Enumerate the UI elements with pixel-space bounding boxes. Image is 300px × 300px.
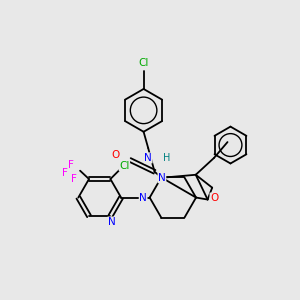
Text: Cl: Cl: [138, 58, 149, 68]
Text: N: N: [144, 153, 152, 163]
Text: N: N: [108, 217, 116, 227]
Text: F: F: [68, 160, 74, 170]
Text: H: H: [163, 153, 170, 163]
Text: O: O: [210, 193, 218, 203]
Text: N: N: [158, 173, 166, 183]
Text: F: F: [70, 174, 76, 184]
Text: O: O: [111, 150, 119, 160]
Text: N: N: [139, 193, 147, 202]
Text: F: F: [62, 168, 68, 178]
Text: Cl: Cl: [119, 160, 130, 171]
